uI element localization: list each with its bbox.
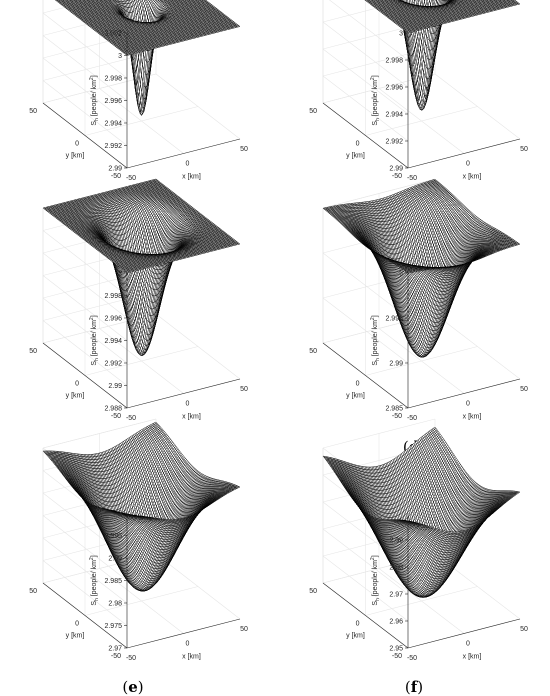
surface-mesh <box>43 0 240 115</box>
